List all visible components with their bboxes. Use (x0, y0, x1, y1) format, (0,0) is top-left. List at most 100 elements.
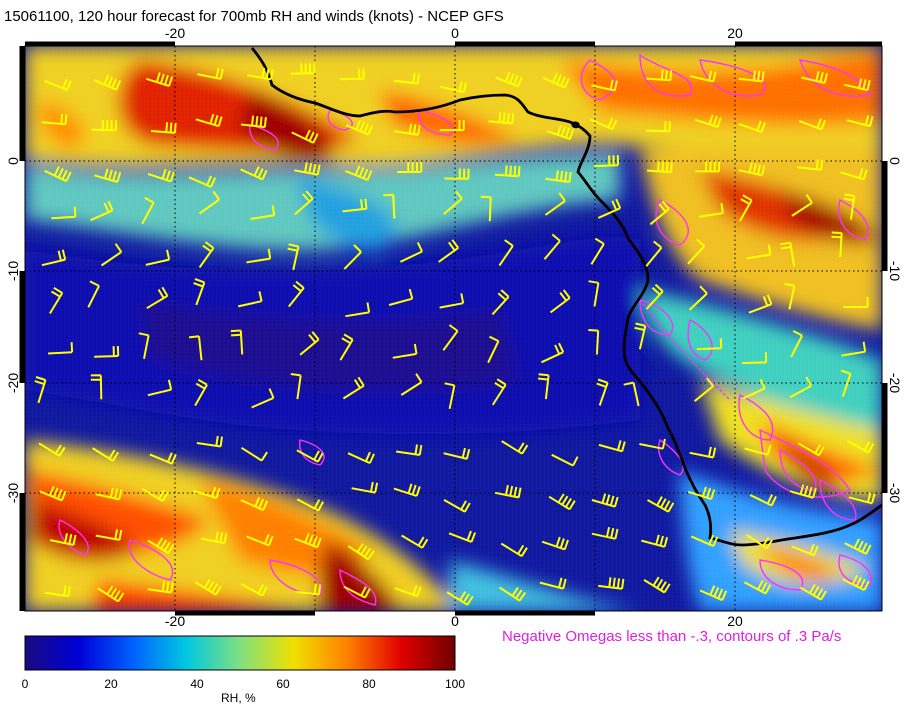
wind-barb (848, 492, 876, 505)
wind-barb (491, 378, 507, 406)
wind-barb (397, 161, 423, 173)
wind-barb (342, 376, 365, 400)
wind-barb (92, 447, 120, 462)
wind-barb (738, 120, 766, 133)
colorbar-tick-label: 20 (104, 677, 118, 691)
wind-barb (501, 440, 529, 455)
wind-barb (789, 376, 813, 399)
wind-barb (294, 162, 321, 176)
wind-barb (544, 192, 566, 216)
wind-barb (689, 446, 717, 459)
wind-barb (48, 342, 74, 355)
wind-barb (649, 200, 670, 226)
wind-barb (590, 117, 618, 131)
lon-label: -20 (165, 25, 185, 41)
wind-barb (746, 534, 774, 550)
wind-barb (138, 332, 150, 359)
wind-barb (44, 78, 72, 91)
wind-barb (343, 244, 362, 270)
wind-barb (688, 285, 708, 311)
wind-barb (199, 190, 221, 215)
wind-barb (645, 121, 671, 133)
lat-label: -20 (5, 373, 21, 393)
lon-label: -20 (165, 613, 185, 629)
wind-barb (246, 248, 272, 264)
wind-barb (843, 297, 869, 308)
wind-barb (188, 175, 217, 188)
wind-barb (90, 200, 114, 222)
wind-barb (843, 78, 871, 92)
lat-label: -30 (5, 483, 21, 503)
lat-label: 0 (887, 157, 903, 165)
wind-barb (789, 484, 817, 499)
wind-barb (494, 485, 522, 499)
wind-barb (687, 238, 706, 265)
lon-label: 0 (451, 25, 459, 41)
wind-barb (748, 294, 773, 314)
wind-barb (784, 282, 796, 310)
wind-barb (590, 237, 605, 265)
wind-barb (641, 534, 669, 548)
wind-barb (588, 280, 600, 307)
wind-barb (780, 241, 796, 267)
wind-barb (634, 322, 647, 350)
wind-barb (623, 381, 640, 407)
wind-barb (444, 168, 470, 180)
map-title: 15061100, 120 hour forecast for 700mb RH… (4, 8, 504, 25)
wind-barb (699, 585, 728, 602)
wind-barb (342, 198, 368, 213)
wind-barb (51, 206, 77, 220)
wind-barb (290, 373, 302, 400)
wind-barb (743, 580, 772, 595)
wind-barb (44, 166, 72, 183)
lat-label: -20 (887, 373, 903, 393)
wind-barb (240, 115, 267, 129)
wind-barb (499, 586, 527, 602)
wind-barb (738, 162, 766, 177)
colorbar-tick-label: 0 (21, 677, 29, 691)
wind-barb (539, 577, 567, 590)
wind-barb (831, 231, 843, 258)
wind-barb (195, 113, 223, 128)
wind-barb (647, 161, 673, 174)
wind-barb (49, 533, 77, 546)
colorbar-title: RH, % (221, 691, 256, 705)
wind-barb (694, 161, 721, 173)
wind-barb (194, 378, 208, 407)
wind-barb (296, 449, 324, 463)
wind-barb (498, 239, 514, 267)
wind-barb (388, 288, 414, 306)
wind-barb (345, 119, 374, 136)
wind-barb (443, 190, 463, 215)
wind-barb (147, 581, 174, 594)
wind-barb (149, 452, 177, 465)
wind-barb (591, 493, 619, 508)
wind-barb (693, 377, 714, 402)
wind-barb (645, 240, 663, 267)
colorbar-tick-label: 80 (362, 677, 376, 691)
lon-labels-bottom: -20 0 20 (165, 613, 743, 629)
wind-barb (44, 585, 71, 598)
wind-barb (351, 481, 379, 494)
lat-label: -30 (887, 483, 903, 503)
wind-barb (697, 338, 723, 351)
wind-barb (294, 190, 314, 216)
wind-barb (38, 442, 66, 457)
wind-barb (87, 280, 100, 308)
wind-barbs (34, 63, 876, 606)
wind-barb (443, 447, 471, 460)
wind-barb (240, 446, 268, 462)
wind-barb (147, 168, 175, 183)
wind-barb (193, 486, 221, 499)
wind-barb (591, 526, 619, 540)
wind-barb (643, 576, 671, 594)
wind-barb (438, 239, 460, 263)
wind-barb (689, 70, 717, 83)
wind-barb (597, 198, 622, 219)
wind-barb (291, 129, 319, 144)
wind-barb (596, 378, 609, 406)
map-frame (24, 45, 883, 612)
wind-barb (93, 74, 122, 91)
wind-barb (240, 583, 268, 597)
